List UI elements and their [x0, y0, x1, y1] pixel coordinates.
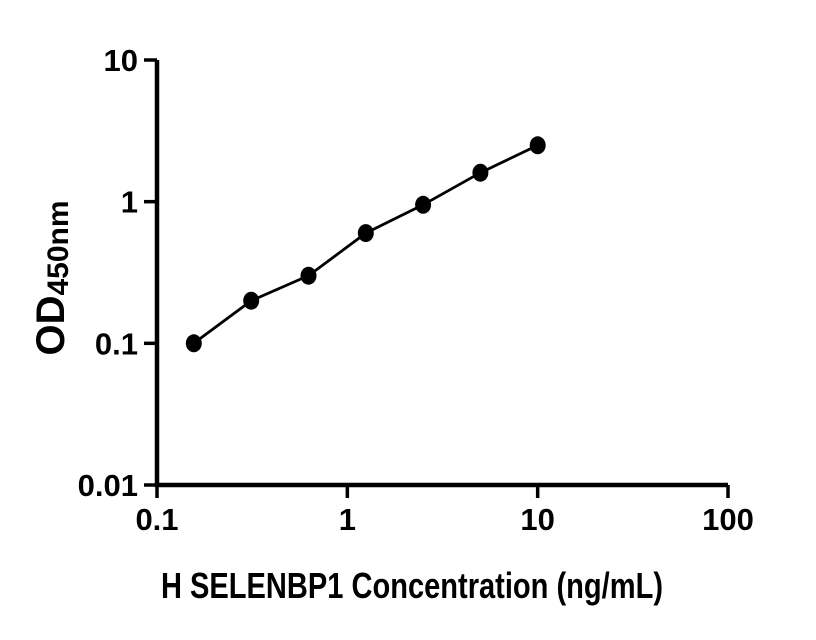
x-tick-label-100: 100	[702, 502, 754, 537]
y-tick-label-0.1: 0.1	[95, 326, 138, 361]
y-tick-label-10: 10	[104, 43, 138, 78]
x-tick-label-0.1: 0.1	[135, 502, 178, 537]
data-point-5	[472, 163, 489, 182]
x-tick-label-10: 10	[520, 502, 554, 537]
data-point-0.156	[185, 334, 202, 353]
x-axis-title: H SELENBP1 Concentration (ng/mL)	[161, 565, 663, 606]
data-point-0.625	[300, 266, 317, 285]
y-tick-label-1: 1	[121, 185, 138, 220]
data-point-0.3125	[243, 291, 260, 310]
data-point-1.25	[357, 224, 374, 243]
y-axis-title-main: OD	[29, 296, 73, 356]
axis-spine	[154, 60, 728, 488]
data-point-10	[529, 136, 546, 155]
y-axis-title: OD450nm	[29, 200, 75, 355]
x-tick-label-1: 1	[339, 502, 356, 537]
y-tick-label-0.01: 0.01	[78, 468, 138, 503]
y-axis-title-subscript: 450nm	[42, 200, 75, 295]
data-point-2.5	[415, 195, 432, 214]
